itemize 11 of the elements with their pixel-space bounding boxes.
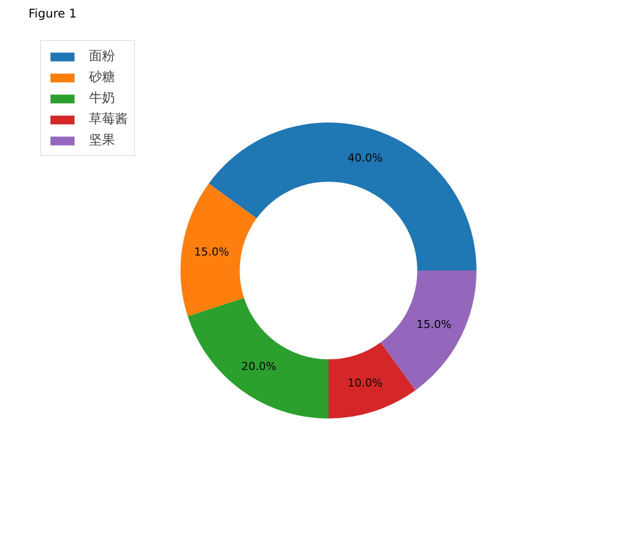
legend-label: 面粉	[89, 48, 115, 65]
data-label: 40.0%	[348, 151, 383, 164]
data-label: 15.0%	[194, 245, 230, 258]
caption: Figure 1	[28, 6, 77, 20]
legend-label: 砂糖	[89, 69, 115, 86]
data-label: 15.0%	[416, 318, 452, 331]
data-label: 20.0%	[241, 360, 276, 373]
data-label: 10.0%	[348, 376, 383, 390]
legend-label: 牛奶	[89, 90, 115, 107]
legend-label: 草莓酱	[89, 111, 128, 128]
legend-label: 坚果	[89, 132, 115, 149]
